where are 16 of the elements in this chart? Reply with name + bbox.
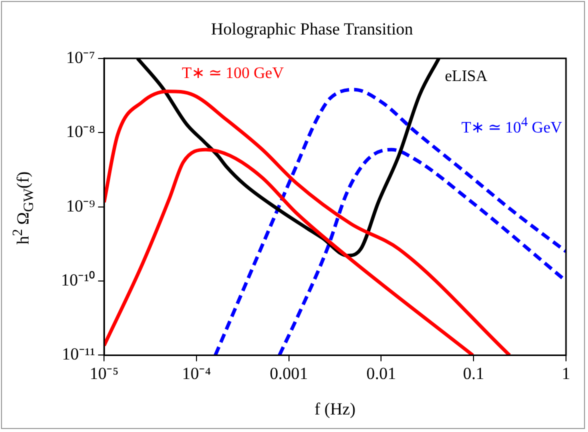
x-tick-label: 10⁻⁵ [90, 364, 119, 383]
y-tick-label: 10⁻⁸ [66, 122, 96, 142]
x-tick-label: 0.001 [270, 364, 308, 383]
y-tick-label: 10⁻¹⁰ [60, 270, 96, 290]
x-tick-label: 1 [562, 364, 570, 383]
y-tick-label: 10⁻⁹ [66, 196, 96, 216]
x-tick-label: 0.1 [462, 364, 484, 383]
x-tick-label: 10⁻⁴ [182, 364, 212, 383]
series-label: eLISA [444, 68, 488, 86]
series-label: T∗ ≃ 10$^{4}$ GeV [461, 114, 562, 137]
y-tick-label: 10⁻¹¹ [62, 344, 96, 364]
series-label: T∗ ≃ 100 GeV [182, 64, 284, 84]
x-tick-label: 0.01 [366, 364, 396, 383]
y-tick-label: 10⁻⁷ [66, 48, 96, 67]
chart-title: Holographic Phase Transition [210, 20, 414, 39]
x-axis-title: f (Hz) [314, 399, 356, 418]
